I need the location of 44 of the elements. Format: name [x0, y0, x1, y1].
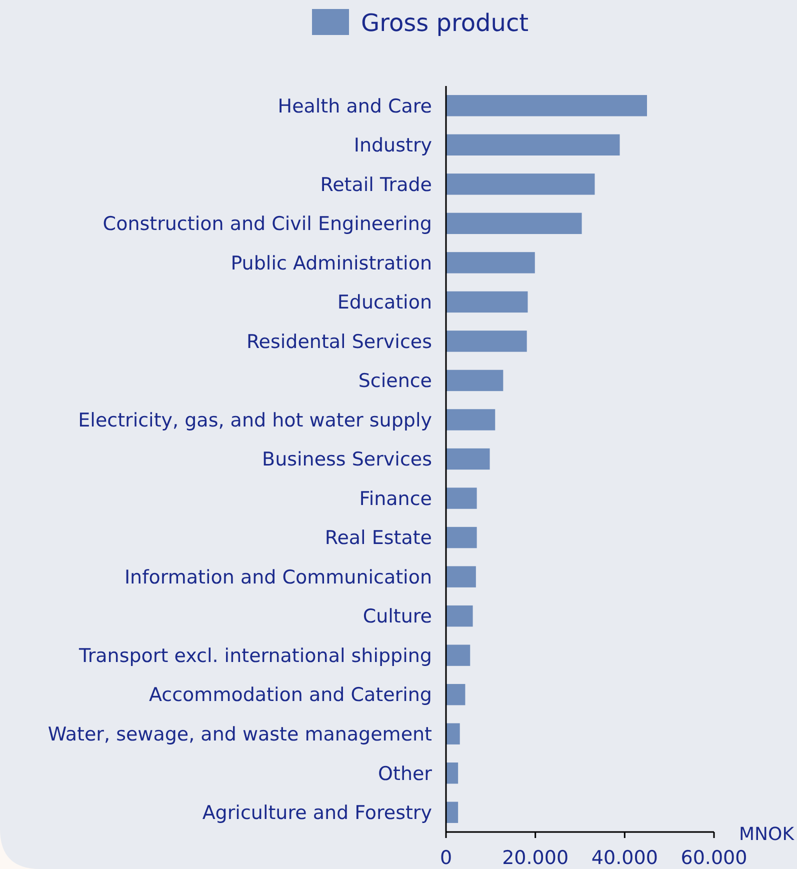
y-tick-label: Residental Services [246, 330, 432, 353]
bar [446, 762, 458, 784]
y-tick-label: Business Services [262, 448, 432, 471]
bar [446, 330, 527, 352]
bar [446, 526, 477, 548]
bar [446, 605, 473, 627]
x-tick-label: 20.000 [502, 847, 569, 869]
y-tick-label: Industry [354, 134, 432, 157]
y-tick-label: Water, sewage, and waste management [48, 723, 432, 746]
y-tick-label: Other [378, 762, 432, 785]
bar [446, 291, 528, 313]
y-tick-label: Health and Care [278, 95, 432, 118]
y-tick-label: Real Estate [324, 527, 432, 550]
bar [446, 409, 496, 430]
y-tick-label: Education [337, 292, 432, 314]
y-tick-label: Construction and Civil Engineering [102, 213, 432, 236]
bar [446, 212, 582, 234]
y-tick-label: Finance [359, 488, 432, 510]
bar [446, 566, 476, 588]
bar [446, 448, 490, 470]
x-tick-label: 40.000 [591, 847, 658, 869]
legend-label: Gross product [361, 9, 529, 37]
y-tick-label: Information and Communication [124, 566, 432, 588]
x-tick-label: 0 [440, 847, 452, 869]
y-tick-label: Accommodation and Catering [149, 684, 432, 706]
y-tick-label: Culture [362, 606, 432, 628]
y-tick-label: Science [358, 370, 432, 392]
bar [446, 723, 460, 744]
y-tick-label: Electricity, gas, and hot water supply [78, 409, 432, 432]
x-axis-title: MNOK [739, 824, 796, 845]
bar [446, 252, 535, 274]
y-tick-label: Retail Trade [320, 174, 432, 196]
y-tick-label: Public Administration [230, 252, 432, 274]
y-tick-label: Agriculture and Forestry [202, 802, 432, 824]
bar [446, 370, 504, 392]
bar [446, 802, 458, 823]
bar [446, 644, 470, 666]
x-tick-label: 60.000 [680, 847, 748, 869]
bar [446, 684, 466, 706]
y-tick-label: Transport excl. international shipping [78, 644, 432, 667]
bar [446, 95, 647, 116]
bar [446, 488, 477, 509]
bar [446, 174, 595, 195]
bar [446, 134, 620, 156]
